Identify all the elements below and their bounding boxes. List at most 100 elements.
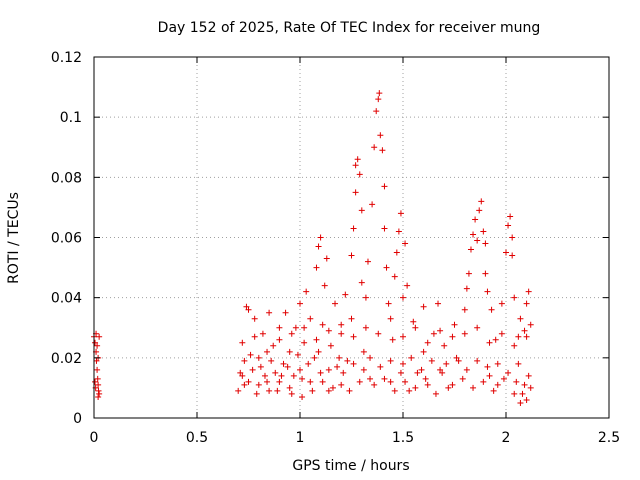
data-point (400, 360, 406, 367)
data-point (387, 315, 394, 322)
data-point (323, 255, 330, 262)
x-tick-label: 0.5 (186, 430, 208, 446)
data-point (276, 378, 283, 385)
data-point (470, 384, 477, 391)
data-point (505, 369, 512, 376)
data-point (325, 327, 332, 334)
data-point (498, 330, 505, 337)
data-point (266, 387, 273, 394)
axis-tick-labels: 0 0.5 1 1.5 2 2.5 0 0.02 0.04 0.06 0.08 0.1 0.12 (51, 50, 620, 446)
data-point (455, 357, 462, 364)
data-point (241, 357, 248, 364)
data-point (482, 270, 489, 277)
data-point (449, 381, 456, 388)
data-point (336, 354, 343, 361)
data-point (507, 213, 514, 220)
data-point (525, 288, 532, 295)
data-point (264, 348, 271, 355)
data-point (364, 258, 371, 265)
data-point (494, 381, 501, 388)
data-point (257, 363, 264, 370)
data-point (371, 144, 378, 151)
data-point (430, 330, 437, 337)
data-point (319, 378, 326, 385)
x-tick-label: 1 (296, 430, 305, 446)
data-point (307, 378, 314, 385)
data-point (521, 327, 528, 334)
data-point (435, 300, 442, 307)
data-point (325, 387, 332, 394)
data-point (325, 366, 332, 373)
data-point (420, 348, 427, 355)
data-points (91, 90, 534, 406)
data-point (303, 288, 310, 295)
data-point (373, 108, 380, 115)
data-point (523, 396, 530, 403)
data-point (402, 378, 409, 385)
data-point (428, 357, 435, 364)
axis-ticks (93, 56, 610, 419)
data-point (94, 375, 101, 382)
data-point (402, 240, 409, 247)
y-tick-label: 0.12 (51, 50, 82, 66)
data-point (313, 264, 320, 271)
data-point (461, 306, 468, 313)
data-point (470, 231, 477, 238)
data-point (488, 306, 495, 313)
data-point (443, 360, 450, 367)
data-point (239, 339, 246, 346)
data-point (418, 366, 425, 373)
grid-lines (94, 57, 609, 418)
x-tick-label: 0 (90, 430, 99, 446)
data-point (95, 393, 102, 400)
data-point (482, 240, 489, 247)
data-point (284, 363, 291, 370)
data-point (239, 372, 246, 379)
data-point (259, 330, 266, 337)
data-point (358, 279, 365, 286)
data-point (474, 324, 481, 331)
data-point (451, 321, 458, 328)
data-point (513, 378, 520, 385)
data-point (329, 384, 336, 391)
data-point (393, 249, 400, 256)
data-point (492, 336, 499, 343)
data-point (292, 324, 299, 331)
data-point (315, 348, 322, 355)
data-point (391, 387, 398, 394)
data-point (472, 216, 479, 223)
data-point (245, 378, 252, 385)
data-point (397, 369, 404, 376)
data-point (376, 90, 383, 97)
data-point (400, 333, 406, 340)
data-point (439, 369, 446, 376)
data-point (432, 390, 439, 397)
data-point (515, 360, 522, 367)
data-point (280, 360, 287, 367)
data-point (375, 330, 382, 337)
data-point (375, 96, 382, 103)
data-point (474, 357, 481, 364)
y-tick-label: 0.04 (51, 291, 82, 307)
data-point (505, 222, 512, 229)
y-tick-label: 0.08 (51, 170, 82, 186)
data-point (511, 294, 518, 301)
data-point (377, 132, 384, 139)
data-point (327, 342, 334, 349)
data-point (480, 228, 487, 235)
data-point (527, 384, 534, 391)
data-point (461, 330, 468, 337)
data-point (288, 390, 295, 397)
x-tick-label: 2 (502, 430, 511, 446)
data-point (369, 201, 376, 208)
data-point (400, 294, 406, 301)
data-point (299, 375, 306, 382)
data-point (344, 357, 351, 364)
data-point (95, 387, 102, 394)
data-point (519, 390, 526, 397)
data-point (245, 306, 252, 313)
data-point (94, 342, 101, 349)
data-point (96, 390, 103, 397)
data-point (517, 399, 524, 406)
